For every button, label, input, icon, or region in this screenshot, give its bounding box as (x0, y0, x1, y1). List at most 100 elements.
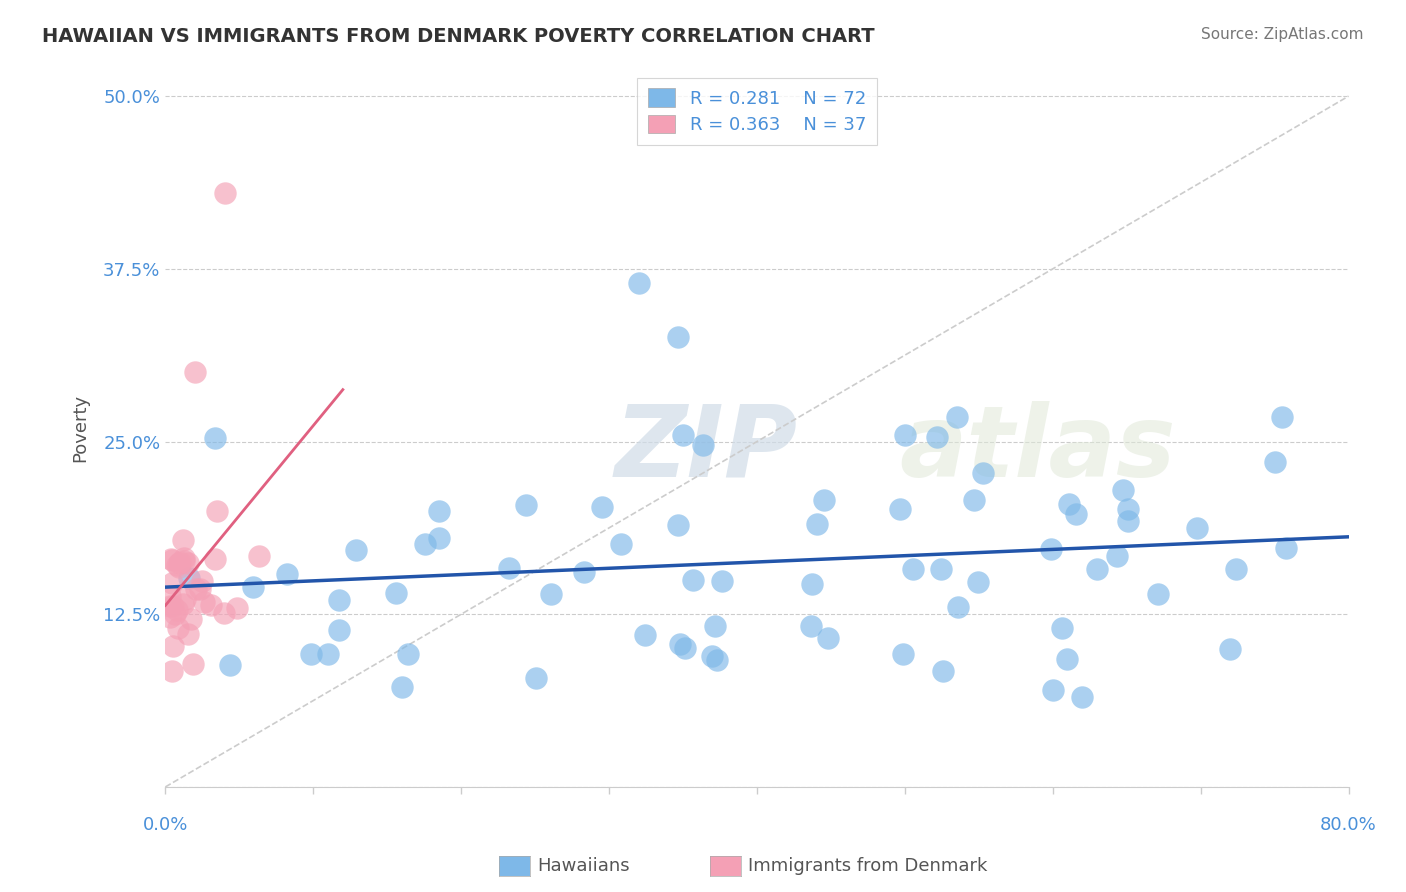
Point (1118, 501, 1140, 516)
Point (166, 602, 188, 616)
Point (891, 647, 914, 661)
Point (190, 574, 212, 588)
Point (204, 551, 226, 566)
Point (214, 186, 236, 200)
Point (1274, 541, 1296, 555)
Point (167, 557, 190, 571)
Point (172, 533, 194, 548)
Point (1187, 521, 1209, 535)
Point (800, 619, 823, 633)
Legend: R = 0.281    N = 72, R = 0.363    N = 37: R = 0.281 N = 72, R = 0.363 N = 37 (637, 78, 877, 145)
Point (1225, 562, 1247, 576)
Point (669, 637, 692, 651)
Point (889, 501, 911, 516)
Point (1111, 483, 1133, 498)
Point (391, 680, 413, 694)
Point (946, 409, 969, 424)
Point (927, 429, 949, 443)
Point (173, 591, 195, 606)
Point (160, 552, 183, 566)
Point (682, 574, 704, 588)
Text: atlas: atlas (898, 401, 1175, 498)
Point (162, 639, 184, 653)
Text: HAWAIIAN VS IMMIGRANTS FROM DENMARK POVERTY CORRELATION CHART: HAWAIIAN VS IMMIGRANTS FROM DENMARK POVE… (42, 27, 875, 45)
Point (1056, 652, 1078, 666)
Point (162, 599, 184, 614)
Point (1040, 541, 1063, 556)
Point (396, 648, 419, 662)
Point (177, 571, 200, 585)
Point (186, 582, 208, 597)
Point (212, 606, 235, 620)
Point (800, 577, 823, 591)
Point (540, 587, 562, 601)
Point (173, 551, 195, 566)
Point (1050, 621, 1073, 635)
Point (710, 574, 733, 588)
Point (894, 427, 917, 442)
Point (946, 600, 969, 615)
Point (159, 599, 181, 614)
Point (813, 492, 835, 507)
Point (627, 276, 650, 290)
Point (165, 607, 187, 621)
Point (932, 664, 955, 678)
Point (200, 599, 222, 613)
Point (169, 555, 191, 569)
Point (160, 664, 183, 678)
Point (176, 627, 198, 641)
Point (1219, 641, 1241, 656)
Point (972, 467, 994, 481)
Point (177, 556, 200, 570)
Point (498, 561, 520, 575)
Text: Immigrants from Denmark: Immigrants from Denmark (748, 857, 987, 875)
Text: ZIP: ZIP (614, 401, 799, 498)
Point (634, 628, 657, 642)
Text: Hawaiians: Hawaiians (537, 857, 630, 875)
Point (666, 329, 689, 343)
Point (299, 647, 322, 661)
Point (672, 427, 695, 442)
Point (188, 582, 211, 597)
Text: 80.0%: 80.0% (1320, 815, 1376, 834)
Point (427, 504, 450, 518)
Point (160, 553, 183, 567)
Point (700, 649, 723, 664)
Y-axis label: Poverty: Poverty (72, 393, 89, 462)
Point (1071, 690, 1094, 705)
Point (159, 589, 181, 603)
Point (610, 537, 633, 551)
Point (703, 619, 725, 633)
Point (666, 517, 689, 532)
Point (159, 610, 181, 624)
Point (817, 631, 839, 645)
Point (806, 517, 828, 532)
Point (706, 653, 728, 667)
Point (1264, 455, 1286, 469)
Point (247, 549, 270, 563)
Point (219, 657, 242, 672)
Point (1066, 507, 1088, 521)
Point (242, 580, 264, 594)
Point (166, 558, 188, 572)
Point (205, 503, 228, 517)
Point (966, 575, 988, 590)
Point (1271, 410, 1294, 425)
Point (413, 537, 436, 551)
Point (173, 553, 195, 567)
Point (572, 565, 595, 579)
Point (226, 601, 249, 615)
Point (427, 531, 450, 545)
Point (1059, 497, 1081, 511)
Point (344, 543, 367, 558)
Point (162, 575, 184, 590)
Point (1085, 562, 1108, 576)
Point (591, 500, 613, 515)
Point (1042, 683, 1064, 698)
Point (673, 641, 696, 656)
Text: 0.0%: 0.0% (142, 815, 188, 834)
Point (1116, 514, 1139, 528)
Point (316, 648, 339, 662)
Point (166, 621, 188, 635)
Point (692, 438, 714, 452)
